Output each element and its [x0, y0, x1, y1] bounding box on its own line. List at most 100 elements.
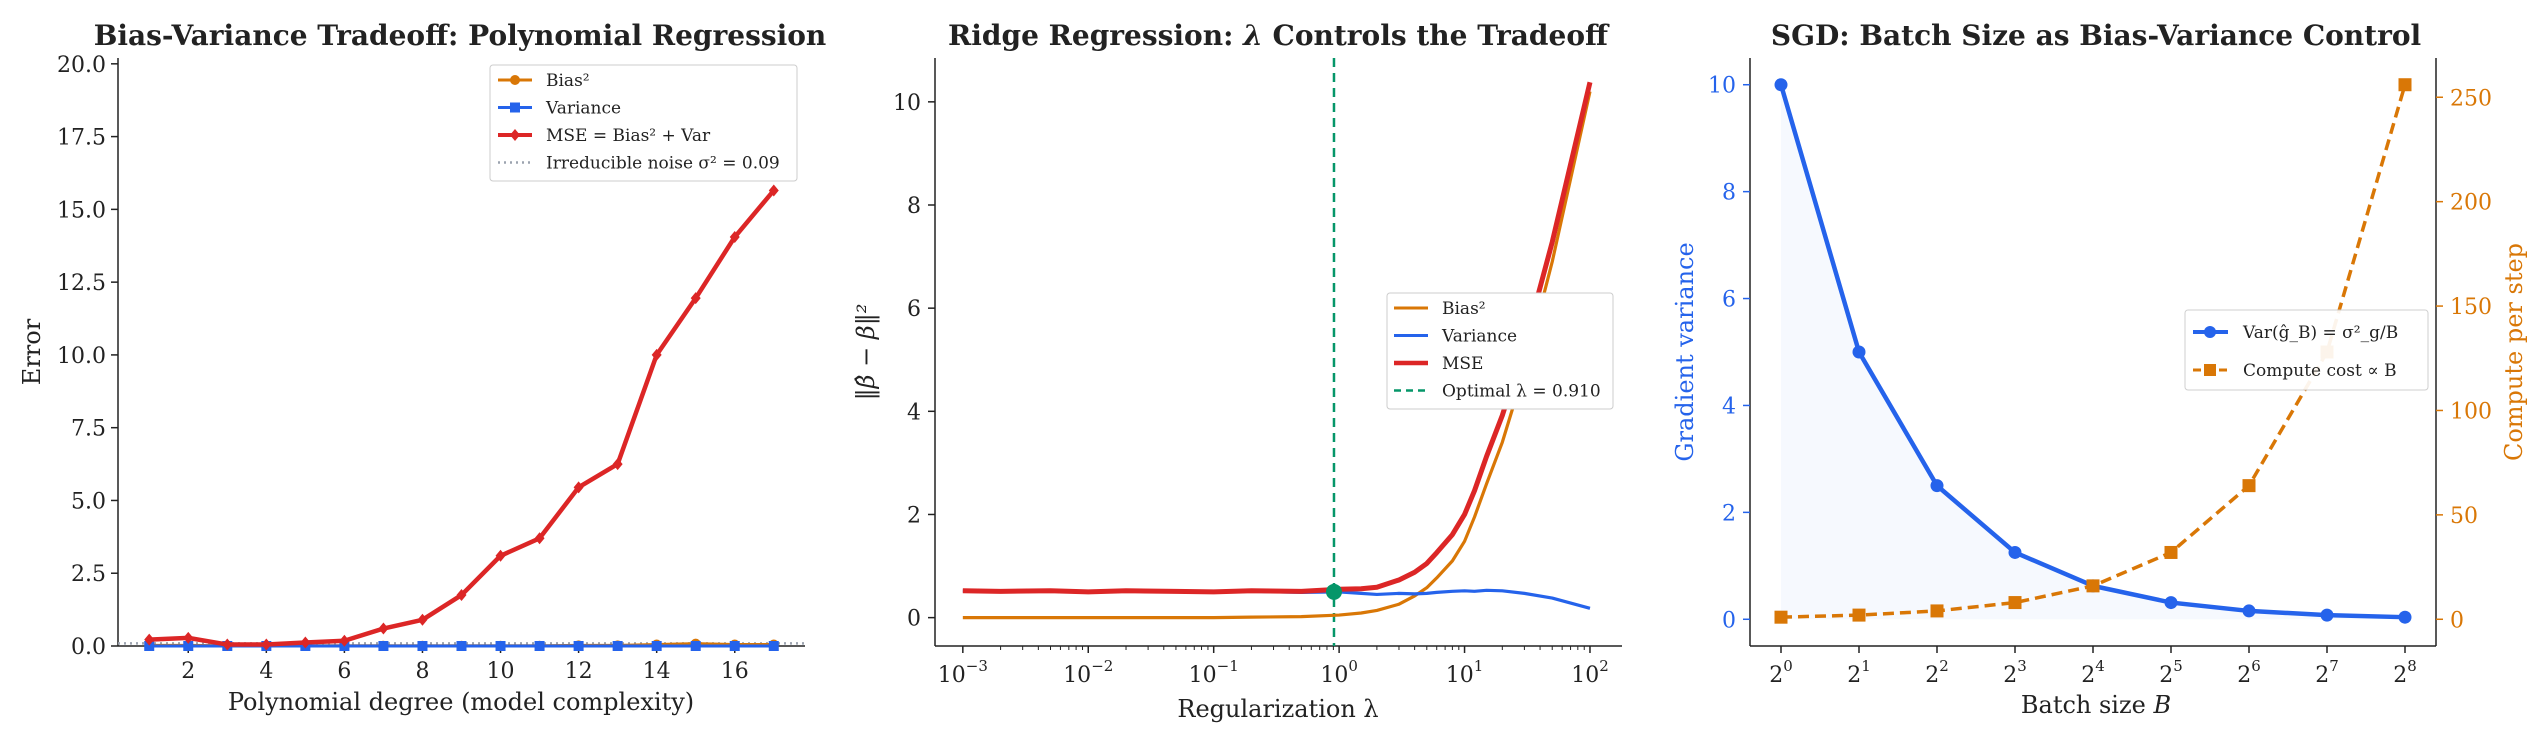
y-tick-label: 5.0	[71, 489, 106, 514]
legend-marker	[510, 102, 520, 113]
point-variance	[378, 641, 389, 651]
x-tick-label: 10−3	[938, 657, 988, 688]
x-tick-label: 102	[1571, 657, 1609, 688]
point-variance	[651, 641, 662, 651]
x-tick-label: 25	[2159, 657, 2183, 688]
y-tick-label: 2	[907, 503, 921, 528]
point-mse	[378, 622, 389, 635]
point-variance	[573, 641, 584, 651]
legend-label: Irreducible noise σ² = 0.09	[546, 154, 780, 174]
x-tick-label: 10	[487, 659, 515, 684]
x-tick-label: 24	[2081, 657, 2105, 688]
point-right	[2164, 545, 2178, 559]
panel-ridge: Ridge Regression: λ Controls the Tradeof…	[852, 19, 1622, 723]
legend-label: Compute cost ∝ B	[2243, 361, 2397, 381]
point-variance	[183, 641, 194, 651]
panel2-x-label: Regularization λ	[1177, 695, 1378, 723]
point-variance	[534, 641, 545, 651]
point-mse	[768, 184, 779, 197]
point-variance	[417, 641, 428, 651]
point-left	[1774, 78, 1788, 92]
point-variance	[456, 641, 467, 651]
y-right-tick-label: 0	[2450, 608, 2464, 633]
y-tick-label: 0	[1722, 608, 1736, 633]
legend-marker	[510, 129, 520, 141]
y-tick-label: 17.5	[57, 126, 106, 151]
x-tick-label: 10−2	[1063, 657, 1113, 688]
point-left	[1852, 345, 1866, 359]
y-tick-label: 10.0	[57, 344, 106, 369]
point-variance	[612, 641, 623, 651]
point-mse	[261, 638, 272, 651]
panel2-title-prefix: Ridge Regression: λ Controls the Tradeof…	[948, 19, 1610, 52]
point-left	[2008, 545, 2022, 559]
legend-label: MSE	[1442, 354, 1483, 374]
point-mse	[144, 633, 155, 646]
legend-label: Variance	[545, 99, 621, 119]
point-mse	[573, 481, 584, 494]
x-tick-label: 20	[1769, 657, 1793, 688]
point-right	[1774, 610, 1788, 624]
y-tick-label: 20.0	[57, 53, 106, 78]
x-tick-label: 21	[1847, 657, 1871, 688]
series-line-mse	[962, 81, 1593, 595]
y-tick-label: 15.0	[57, 198, 106, 223]
point-right	[2008, 596, 2022, 610]
point-left	[2164, 596, 2178, 610]
point-right	[1852, 608, 1866, 622]
point-left	[2320, 608, 2334, 622]
panel3-y-label-left: Gradient variance	[1671, 242, 1699, 461]
y-tick-label: 8	[907, 194, 921, 219]
x-tick-label: 12	[565, 659, 593, 684]
legend-marker	[2204, 326, 2216, 338]
panel2-y-label: ‖β̂ − β‖²	[852, 304, 881, 401]
point-variance	[690, 641, 701, 651]
x-tick-label: 26	[2237, 657, 2261, 688]
y-right-tick-label: 250	[2450, 86, 2492, 111]
panel1-x-label: Polynomial degree (model complexity)	[228, 688, 694, 716]
x-tick-label: 10−1	[1189, 657, 1239, 688]
x-tick-label: 2	[181, 659, 195, 684]
point-mse	[495, 549, 506, 562]
x-tick-label: 28	[2393, 657, 2417, 688]
legend-label: Optimal λ = 0.910	[1442, 382, 1601, 402]
y-tick-label: 0.0	[71, 635, 106, 660]
variance-area	[1781, 84, 2405, 620]
point-variance	[495, 641, 506, 651]
y-tick-label: 4	[1722, 394, 1736, 419]
panel1-legend: Bias² Variance MSE = Bias² + Var Irreducibl…	[489, 64, 798, 182]
y-tick-label: 6	[1722, 288, 1736, 313]
x-tick-label: 101	[1446, 657, 1484, 688]
x-tick-label: 16	[721, 659, 749, 684]
legend-label: Var(ĝ_B) = σ²_g/B	[2242, 323, 2398, 343]
point-mse	[690, 292, 701, 305]
y-tick-label: 12.5	[57, 271, 106, 296]
x-tick-label: 8	[415, 659, 429, 684]
point-left	[2398, 610, 2412, 624]
y-right-tick-label: 50	[2450, 504, 2478, 529]
panel1-title: Bias-Variance Tradeoff: Polynomial Regre…	[94, 19, 827, 52]
point-variance	[768, 641, 779, 651]
point-mse	[456, 589, 467, 602]
legend-marker	[510, 75, 520, 85]
panel3-legend: Var(ĝ_B) = σ²_g/B Compute cost ∝ B	[2184, 309, 2429, 391]
point-mse	[183, 631, 194, 644]
point-mse	[651, 348, 662, 361]
x-tick-label: 14	[643, 659, 671, 684]
legend-marker	[2204, 364, 2216, 376]
x-tick-label: 100	[1320, 657, 1358, 688]
point-variance	[144, 641, 155, 651]
legend-label: Bias²	[546, 71, 590, 91]
point-mse	[612, 458, 623, 471]
series-line-bias	[962, 91, 1592, 620]
panel-sgd: SGD: Batch Size as Bias-Variance Control…	[1671, 19, 2528, 719]
point-left	[1930, 479, 1944, 493]
point-mse	[222, 638, 233, 651]
point-variance	[729, 641, 740, 651]
x-tick-label: 27	[2315, 657, 2339, 688]
panel1-y-label: Error	[18, 318, 46, 385]
point-mse	[417, 613, 428, 626]
optimal-point	[1325, 583, 1342, 600]
panel2-legend: Bias² Variance MSE Optimal λ = 0.910	[1386, 292, 1614, 410]
